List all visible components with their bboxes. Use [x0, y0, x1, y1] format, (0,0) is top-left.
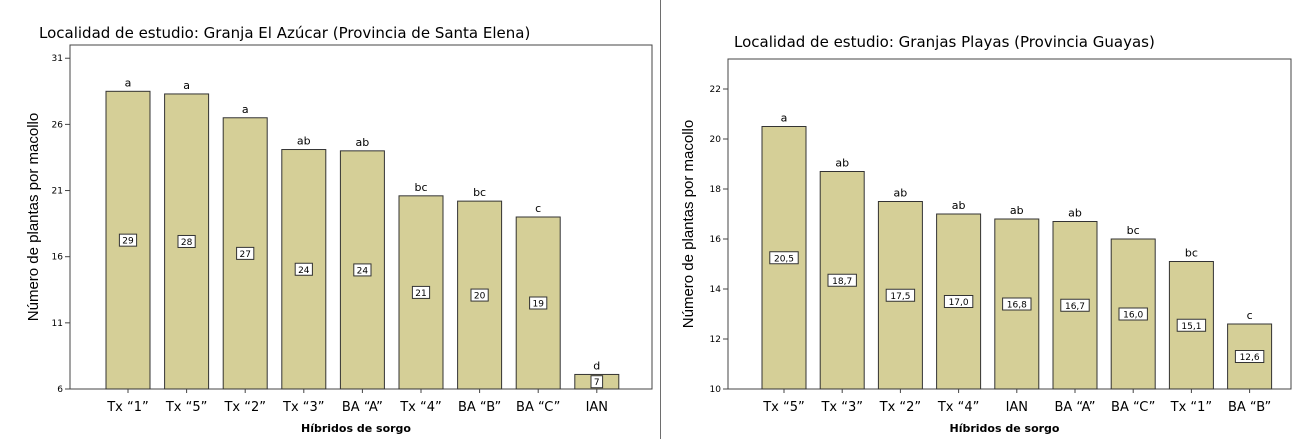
y-tick-label: 18: [710, 185, 722, 195]
x-tick-label: Tx “1”: [1170, 400, 1213, 415]
chart-title: Localidad de estudio: Granja El Azúcar (…: [39, 24, 530, 42]
chart-panel-right: Localidad de estudio: Granjas Playas (Pr…: [661, 0, 1298, 439]
data-label-box: [411, 285, 431, 299]
x-tick-label: BA “A”: [342, 400, 383, 415]
data-label-box: [470, 288, 489, 302]
data-label: 24: [357, 266, 369, 276]
data-label: 15,1: [1181, 322, 1201, 332]
data-label-box: [1234, 350, 1265, 363]
x-tick-label: Tx “5”: [165, 400, 208, 415]
chart-left: Localidad de estudio: Granja El Azúcar (…: [25, 24, 653, 435]
x-axis-label: Híbridos de sorgo: [950, 422, 1060, 435]
data-label: 24: [298, 266, 310, 276]
y-tick-label: 10: [710, 385, 722, 395]
data-label-box: [177, 234, 196, 248]
data-label-box: [943, 295, 974, 308]
x-tick-label: IAN: [1006, 400, 1028, 415]
x-axis-label: Híbridos de sorgo: [301, 422, 411, 435]
bar-significance-letter: a: [781, 112, 788, 125]
y-tick-label: 6: [57, 385, 63, 395]
y-tick-label: 16: [710, 235, 722, 245]
bar-significance-letter: a: [242, 103, 249, 116]
data-label: 16,7: [1065, 302, 1085, 312]
x-tick-label: Tx “3”: [820, 400, 863, 415]
y-tick-label: 21: [52, 187, 63, 197]
x-tick-label: BA “C”: [1111, 400, 1155, 415]
bar-significance-letter: ab: [952, 199, 966, 212]
chart-panel-left: Localidad de estudio: Granja El Azúcar (…: [25, 0, 661, 439]
data-label: 18,7: [832, 277, 852, 287]
bar-significance-letter: bc: [414, 181, 427, 194]
x-tick-label: Tx “4”: [937, 400, 980, 415]
x-tick-label: Tx “3”: [282, 400, 325, 415]
x-tick-label: BA “B”: [458, 400, 501, 415]
y-tick-label: 11: [52, 319, 63, 329]
bar-significance-letter: ab: [835, 157, 849, 170]
bar-significance-letter: a: [125, 76, 132, 89]
bar-significance-letter: ab: [1010, 204, 1024, 217]
x-tick-label: IAN: [586, 400, 608, 415]
data-label: 12,6: [1240, 353, 1260, 363]
data-label: 29: [122, 237, 134, 247]
y-tick-label: 14: [710, 285, 722, 295]
bar-significance-letter: a: [183, 79, 190, 92]
y-tick-label: 16: [52, 253, 64, 263]
x-tick-label: Tx “4”: [399, 400, 442, 415]
y-tick-label: 22: [710, 85, 721, 95]
y-axis-label: Número de plantas por macollo: [25, 113, 42, 321]
data-label-box: [236, 246, 255, 260]
data-label-box: [590, 375, 604, 389]
data-label-box: [1060, 298, 1090, 312]
data-label: 28: [181, 238, 193, 248]
data-label: 19: [532, 300, 544, 310]
data-label: 7: [594, 378, 600, 388]
data-label-box: [1002, 297, 1032, 311]
bar-significance-letter: c: [1247, 309, 1253, 322]
y-axis-label: Número de plantas por macollo: [680, 120, 697, 328]
x-tick-label: BA “A”: [1054, 400, 1095, 415]
chart-right: Localidad de estudio: Granjas Playas (Pr…: [680, 33, 1292, 435]
data-label-box: [885, 288, 916, 302]
y-tick-label: 26: [52, 120, 64, 130]
x-tick-label: Tx “2”: [879, 400, 922, 415]
data-label: 16,8: [1007, 301, 1027, 311]
bar-significance-letter: ab: [297, 135, 311, 148]
data-label-box: [294, 262, 313, 276]
x-tick-label: BA “B”: [1228, 400, 1271, 415]
y-tick-label: 31: [52, 54, 63, 64]
bar-significance-letter: bc: [473, 186, 486, 199]
x-tick-label: Tx “1”: [106, 400, 149, 415]
data-label: 27: [239, 250, 250, 260]
data-label-box: [1176, 318, 1207, 332]
data-label: 16,0: [1123, 311, 1143, 321]
data-label: 21: [415, 289, 426, 299]
chart-title: Localidad de estudio: Granjas Playas (Pr…: [734, 33, 1155, 51]
bar-significance-letter: d: [593, 359, 600, 372]
x-tick-label: Tx “5”: [762, 400, 805, 415]
data-label-box: [118, 233, 138, 247]
y-tick-label: 12: [710, 335, 721, 345]
data-label-box: [529, 296, 548, 310]
x-tick-label: BA “C”: [516, 400, 560, 415]
bar-significance-letter: bc: [1127, 224, 1140, 237]
data-label-box: [769, 251, 799, 265]
bar-significance-letter: bc: [1185, 247, 1198, 260]
bar-significance-letter: c: [535, 202, 541, 215]
data-label-box: [827, 273, 857, 287]
data-label: 20,5: [774, 254, 794, 264]
bar-significance-letter: ab: [894, 187, 908, 200]
data-label: 20: [474, 292, 486, 302]
bar-significance-letter: ab: [1068, 207, 1082, 220]
data-label: 17,0: [949, 298, 969, 308]
data-label: 17,5: [890, 292, 910, 302]
data-label-box: [1118, 307, 1148, 321]
x-tick-label: Tx “2”: [223, 400, 266, 415]
bar-significance-letter: ab: [356, 136, 370, 149]
data-label-box: [353, 263, 372, 277]
y-tick-label: 20: [710, 135, 722, 145]
